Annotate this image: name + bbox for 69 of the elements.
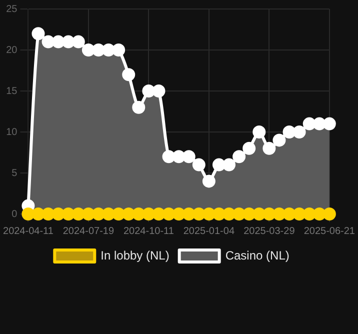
point [172, 208, 186, 220]
point [152, 208, 166, 220]
point [62, 35, 75, 48]
point [232, 150, 246, 164]
point [322, 117, 336, 130]
point [252, 208, 266, 220]
point [112, 208, 126, 220]
point [192, 208, 206, 220]
legend-label: Casino (NL) [225, 248, 290, 262]
point [102, 208, 116, 220]
point [312, 117, 326, 130]
point [292, 126, 306, 138]
point [52, 35, 65, 48]
point [272, 134, 286, 147]
point [52, 208, 65, 220]
point [92, 44, 105, 56]
point [282, 126, 296, 138]
point [122, 208, 136, 220]
point [312, 208, 326, 220]
point [212, 158, 226, 172]
point [32, 27, 45, 40]
point [132, 208, 146, 220]
point [302, 117, 316, 130]
y-tick-label: 10 [6, 126, 18, 138]
point [202, 174, 216, 188]
x-tick-label: 2024-04-11 [2, 226, 54, 237]
point [122, 68, 136, 82]
x-tick-label: 2025-06-21 [304, 226, 356, 237]
point [252, 126, 266, 138]
point [142, 84, 156, 98]
y-tick-label: 25 [6, 4, 18, 15]
point [72, 35, 85, 48]
point [102, 44, 116, 56]
point [242, 208, 256, 220]
legend-label: In lobby (NL) [100, 248, 170, 262]
point [192, 158, 206, 172]
point [182, 150, 196, 164]
point [32, 208, 45, 220]
point [272, 208, 286, 220]
point [42, 35, 55, 48]
y-tick-label: 20 [6, 44, 18, 56]
point [262, 142, 276, 155]
point [222, 158, 236, 172]
point [232, 208, 246, 220]
point [112, 44, 126, 56]
point [282, 208, 296, 220]
point [132, 100, 146, 114]
point [172, 150, 186, 164]
point [222, 208, 236, 220]
point [302, 208, 316, 220]
point [212, 208, 226, 220]
point [182, 208, 196, 220]
point [162, 150, 176, 164]
point [242, 142, 256, 155]
y-tick-label: 5 [12, 168, 18, 179]
point [62, 208, 75, 220]
y-tick-label: 0 [12, 208, 18, 220]
point [292, 208, 306, 220]
point [82, 44, 95, 56]
x-tick-label: 2025-03-29 [244, 226, 296, 237]
point [42, 208, 55, 220]
y-tick-label: 15 [6, 86, 18, 97]
point [72, 208, 85, 220]
point [92, 208, 105, 220]
x-tick-label: 2024-07-19 [62, 226, 114, 237]
point [152, 84, 166, 98]
x-tick-label: 2024-10-11 [123, 226, 174, 237]
point [162, 208, 176, 220]
x-tick-label: 2025-01-04 [183, 226, 235, 237]
